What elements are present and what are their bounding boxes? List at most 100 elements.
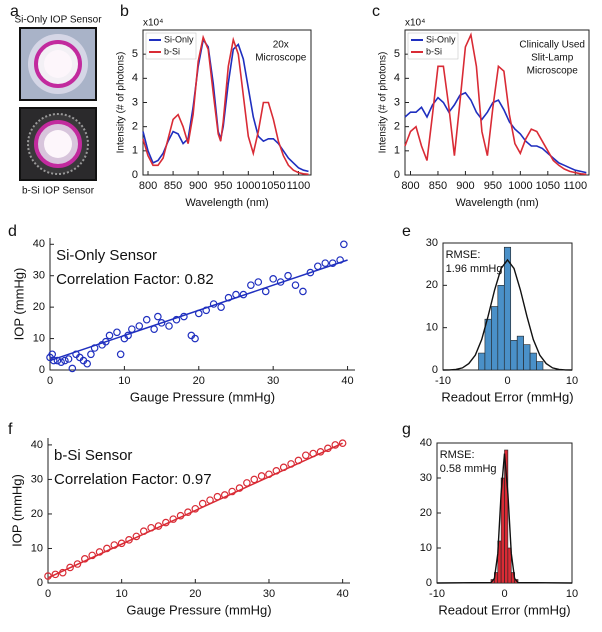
x-axis-label: Gauge Pressure (mmHg): [130, 389, 275, 404]
y-tick-label: 4: [132, 72, 138, 84]
data-point: [113, 328, 121, 337]
x-tick-label: 950: [214, 180, 232, 192]
data-point: [66, 563, 74, 572]
x-axis-label: Readout Error (mmHg): [438, 602, 570, 617]
y-tick-label: 30: [33, 270, 45, 282]
x-tick-label: 30: [263, 588, 275, 600]
x-tick-label: 850: [164, 180, 182, 192]
data-point: [291, 281, 300, 289]
data-point: [191, 334, 199, 343]
legend-box: [145, 32, 197, 60]
fit-line: [49, 259, 348, 362]
histogram-bar: [478, 352, 486, 371]
data-point: [101, 337, 110, 346]
histogram-bar: [510, 340, 518, 371]
data-point: [299, 287, 307, 296]
y-tick-label: 20: [33, 301, 45, 313]
annotation: Slit-Lamp: [531, 53, 574, 64]
data-point: [306, 268, 315, 277]
x-tick-label: 10: [118, 375, 130, 387]
y-tick-label: 40: [31, 439, 43, 451]
y-tick-label: 0: [39, 364, 45, 376]
y-tick-label: 20: [426, 279, 438, 291]
histogram-bar: [523, 344, 531, 371]
fit-curve: [442, 258, 573, 371]
data-point: [247, 281, 255, 289]
legend-label: b-Si: [164, 46, 180, 56]
data-point: [157, 319, 166, 327]
x-tick-label: 10: [566, 588, 578, 600]
y-exponent: x10⁴: [143, 18, 163, 29]
y-tick-label: 1: [394, 145, 400, 157]
series-line: [142, 34, 309, 176]
y-tick-label: 1: [132, 145, 138, 157]
data-point: [135, 322, 144, 330]
x-tick-label: 40: [341, 375, 353, 387]
panel-letter: f: [8, 421, 13, 438]
x-tick-label: 10: [116, 588, 128, 600]
fit-line: [47, 442, 343, 579]
sensor-photo: [19, 107, 97, 181]
annotation: Microscope: [527, 66, 579, 77]
data-point: [128, 325, 136, 333]
annotation: 20x: [273, 40, 289, 51]
series-line: [404, 32, 587, 176]
legend-box: [407, 32, 459, 60]
data-point: [83, 359, 91, 368]
histogram-bar: [529, 352, 537, 371]
x-tick-label: 1050: [536, 180, 560, 192]
x-tick-label: 800: [139, 180, 157, 192]
x-tick-label: 0: [47, 375, 53, 387]
histogram-bar: [504, 449, 509, 584]
y-tick-label: 10: [420, 542, 432, 554]
x-tick-label: 900: [189, 180, 207, 192]
image-caption: Si-Only IOP Sensor: [14, 15, 102, 26]
x-tick-label: 10: [566, 375, 578, 387]
data-point: [254, 278, 263, 286]
y-tick-label: 5: [132, 48, 138, 60]
y-tick-label: 20: [420, 507, 432, 519]
histogram-bar: [536, 361, 544, 371]
y-tick-label: 0: [132, 169, 138, 181]
data-point: [57, 358, 65, 366]
chart: c 800 850 900 950 1000 1050 1100 0 1 2 3 4 5 Wavelengt…: [372, 3, 590, 209]
legend-label: Si-Only: [164, 34, 194, 44]
y-tick-label: 0: [394, 169, 400, 181]
legend-label: Si-Only: [426, 34, 456, 44]
y-tick-label: 40: [33, 238, 45, 250]
y-tick-label: 3: [132, 96, 138, 108]
data-point: [95, 548, 104, 556]
y-tick-label: 30: [31, 473, 43, 485]
data-point: [68, 364, 77, 373]
y-tick-label: 0: [432, 364, 438, 376]
data-point: [250, 475, 259, 484]
x-tick-label: 20: [189, 588, 201, 600]
annotation: Correlation Factor: 0.97: [54, 471, 212, 488]
y-tick-label: 10: [426, 322, 438, 334]
data-point: [116, 350, 125, 359]
y-tick-label: 30: [420, 472, 432, 484]
y-exponent: x10⁴: [405, 18, 425, 29]
image-caption: b-Si IOP Sensor: [22, 186, 95, 197]
panel-letter: c: [372, 3, 380, 20]
panel-letter: d: [8, 223, 17, 240]
data-point: [87, 350, 95, 359]
data-point: [154, 312, 162, 321]
legend-label: b-Si: [426, 46, 442, 56]
x-axis-label: Wavelength (nm): [455, 197, 538, 209]
y-tick-label: 10: [33, 332, 45, 344]
histogram-bar: [491, 306, 499, 371]
y-tick-label: 2: [394, 121, 400, 133]
annotation: RMSE:: [446, 249, 481, 261]
annotation: 1.96 mmHg: [446, 263, 503, 275]
data-point: [338, 439, 347, 447]
x-tick-label: 0: [45, 588, 51, 600]
data-point: [64, 355, 73, 363]
y-tick-label: 10: [31, 542, 43, 554]
x-tick-label: 800: [401, 180, 419, 192]
data-point: [302, 451, 310, 460]
x-tick-label: 850: [429, 180, 447, 192]
data-point: [61, 356, 69, 365]
